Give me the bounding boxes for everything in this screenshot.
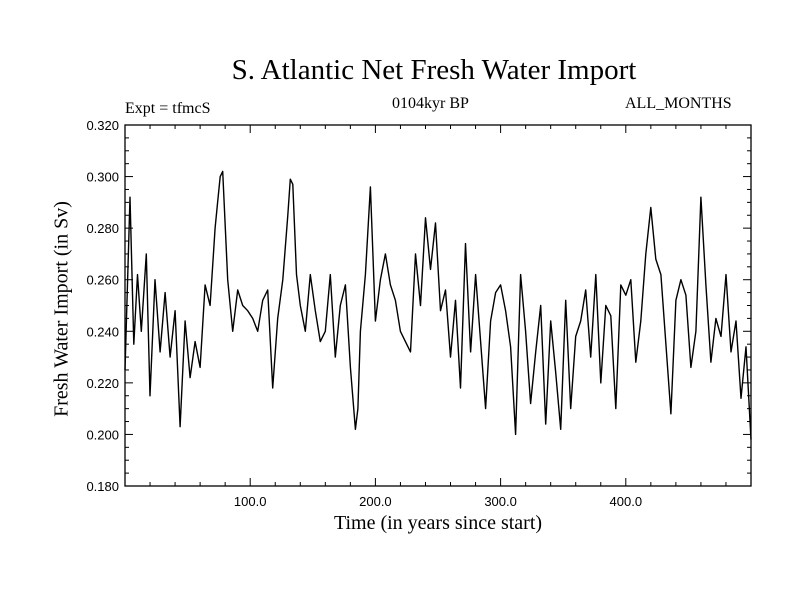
plot-frame xyxy=(124,124,752,487)
y-tick-label: 0.260 xyxy=(86,273,119,288)
y-tick-label: 0.200 xyxy=(86,427,119,442)
y-tick-label: 0.300 xyxy=(86,170,119,185)
x-tick-label: 100.0 xyxy=(234,494,267,509)
x-axis-label: Time (in years since start) xyxy=(333,512,543,534)
x-tick-label: 200.0 xyxy=(359,494,392,509)
experiment-label: Expt = tfmcS xyxy=(125,100,211,117)
x-tick-label: 300.0 xyxy=(484,494,517,509)
y-tick-label: 0.240 xyxy=(86,324,119,339)
chart-title: S. Atlantic Net Fresh Water Import xyxy=(231,54,637,86)
y-tick-label: 0.320 xyxy=(86,118,119,133)
tick-marks xyxy=(125,124,751,487)
series-line xyxy=(124,170,752,440)
y-tick-label: 0.280 xyxy=(86,221,119,236)
period-label: 0104kyr BP xyxy=(392,95,469,112)
x-tick-label: 400.0 xyxy=(610,494,643,509)
y-tick-label: 0.180 xyxy=(86,479,119,494)
y-tick-label: 0.220 xyxy=(86,376,119,391)
months-label: ALL_MONTHS xyxy=(625,95,732,112)
tick-labels: 0.180 0.200 0.220 0.240 0.260 0.280 0.300 0.320… xyxy=(86,118,642,509)
